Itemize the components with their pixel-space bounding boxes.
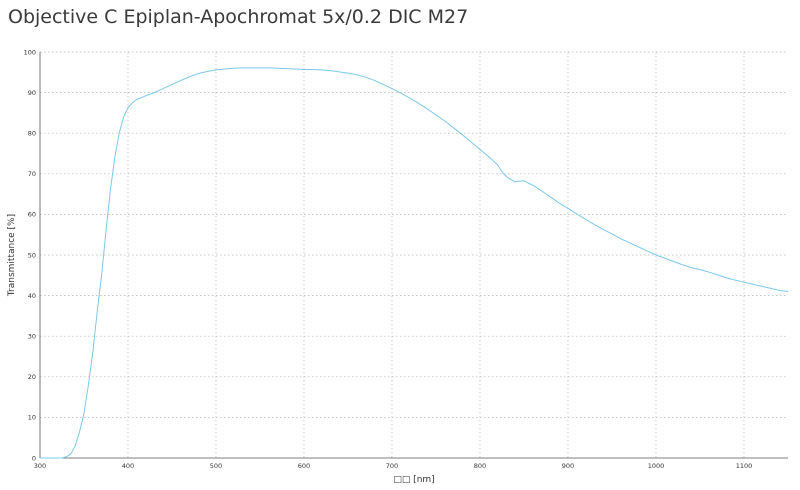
x-tick-label: 800 [474, 462, 486, 470]
x-tick-label: 400 [122, 462, 134, 470]
y-tick-label: 80 [28, 130, 36, 138]
y-tick-label: 10 [28, 414, 36, 422]
x-tick-label: 500 [210, 462, 222, 470]
x-tick-label: 900 [562, 462, 574, 470]
x-tick-label: 1000 [648, 462, 665, 470]
chart-title: Objective C Epiplan-Apochromat 5x/0.2 DI… [8, 6, 469, 28]
y-tick-label: 60 [28, 211, 36, 219]
grid-lines [40, 51, 788, 458]
series-layer [40, 67, 789, 459]
y-tick-label: 30 [28, 333, 36, 341]
y-tick-label: 40 [28, 292, 36, 300]
axes [39, 52, 788, 459]
x-tick-label: 1100 [736, 462, 753, 470]
x-tick-label: 700 [386, 462, 398, 470]
x-axis-label: □□ [nm] [393, 475, 434, 485]
y-tick-label: 70 [28, 170, 36, 178]
y-tick-label: 50 [28, 251, 36, 259]
y-tick-label: 100 [24, 48, 36, 56]
y-tick-label: 20 [28, 373, 36, 381]
y-axis-label: Transmittance [%] [7, 214, 17, 297]
y-tick-label: 0 [32, 454, 36, 462]
tick-labels: 0 10 20 30 40 50 60 70 80 90 100 300 400 500 600 700 800… [24, 48, 753, 470]
y-tick-label: 90 [28, 89, 36, 97]
transmittance-series-line [40, 67, 789, 459]
x-tick-label: 300 [34, 462, 46, 470]
x-tick-label: 600 [298, 462, 310, 470]
